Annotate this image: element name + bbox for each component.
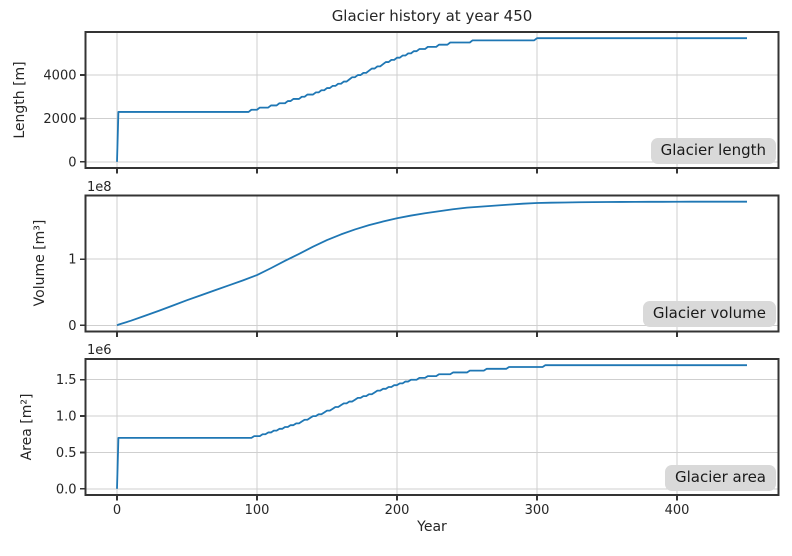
y-axis-label-volume: Volume [m³] bbox=[32, 219, 48, 307]
svg-text:100: 100 bbox=[245, 503, 270, 518]
svg-text:400: 400 bbox=[665, 503, 690, 518]
svg-text:1.5: 1.5 bbox=[56, 373, 77, 388]
annotation-glacier-area: Glacier area bbox=[664, 465, 776, 491]
y-axis-label-length: Length [m] bbox=[12, 61, 28, 139]
x-axis-label: Year bbox=[417, 519, 447, 535]
svg-text:4000: 4000 bbox=[43, 69, 76, 84]
svg-text:0.0: 0.0 bbox=[56, 482, 77, 497]
annotation-glacier-length: Glacier length bbox=[650, 138, 776, 164]
svg-text:1: 1 bbox=[68, 253, 76, 268]
svg-text:2000: 2000 bbox=[43, 112, 76, 127]
svg-text:0: 0 bbox=[113, 503, 121, 518]
svg-text:1.0: 1.0 bbox=[56, 410, 77, 425]
annotation-glacier-volume: Glacier volume bbox=[642, 301, 776, 327]
svg-text:0: 0 bbox=[68, 155, 76, 170]
svg-text:0: 0 bbox=[68, 319, 76, 334]
y-axis-label-area: Area [m²] bbox=[19, 393, 35, 461]
svg-text:0.5: 0.5 bbox=[56, 446, 77, 461]
offset-text-area: 1e6 bbox=[87, 343, 112, 358]
svg-text:200: 200 bbox=[385, 503, 410, 518]
figure-title: Glacier history at year 450 bbox=[331, 7, 533, 25]
svg-text:300: 300 bbox=[525, 503, 550, 518]
offset-text-volume: 1e8 bbox=[87, 180, 112, 195]
